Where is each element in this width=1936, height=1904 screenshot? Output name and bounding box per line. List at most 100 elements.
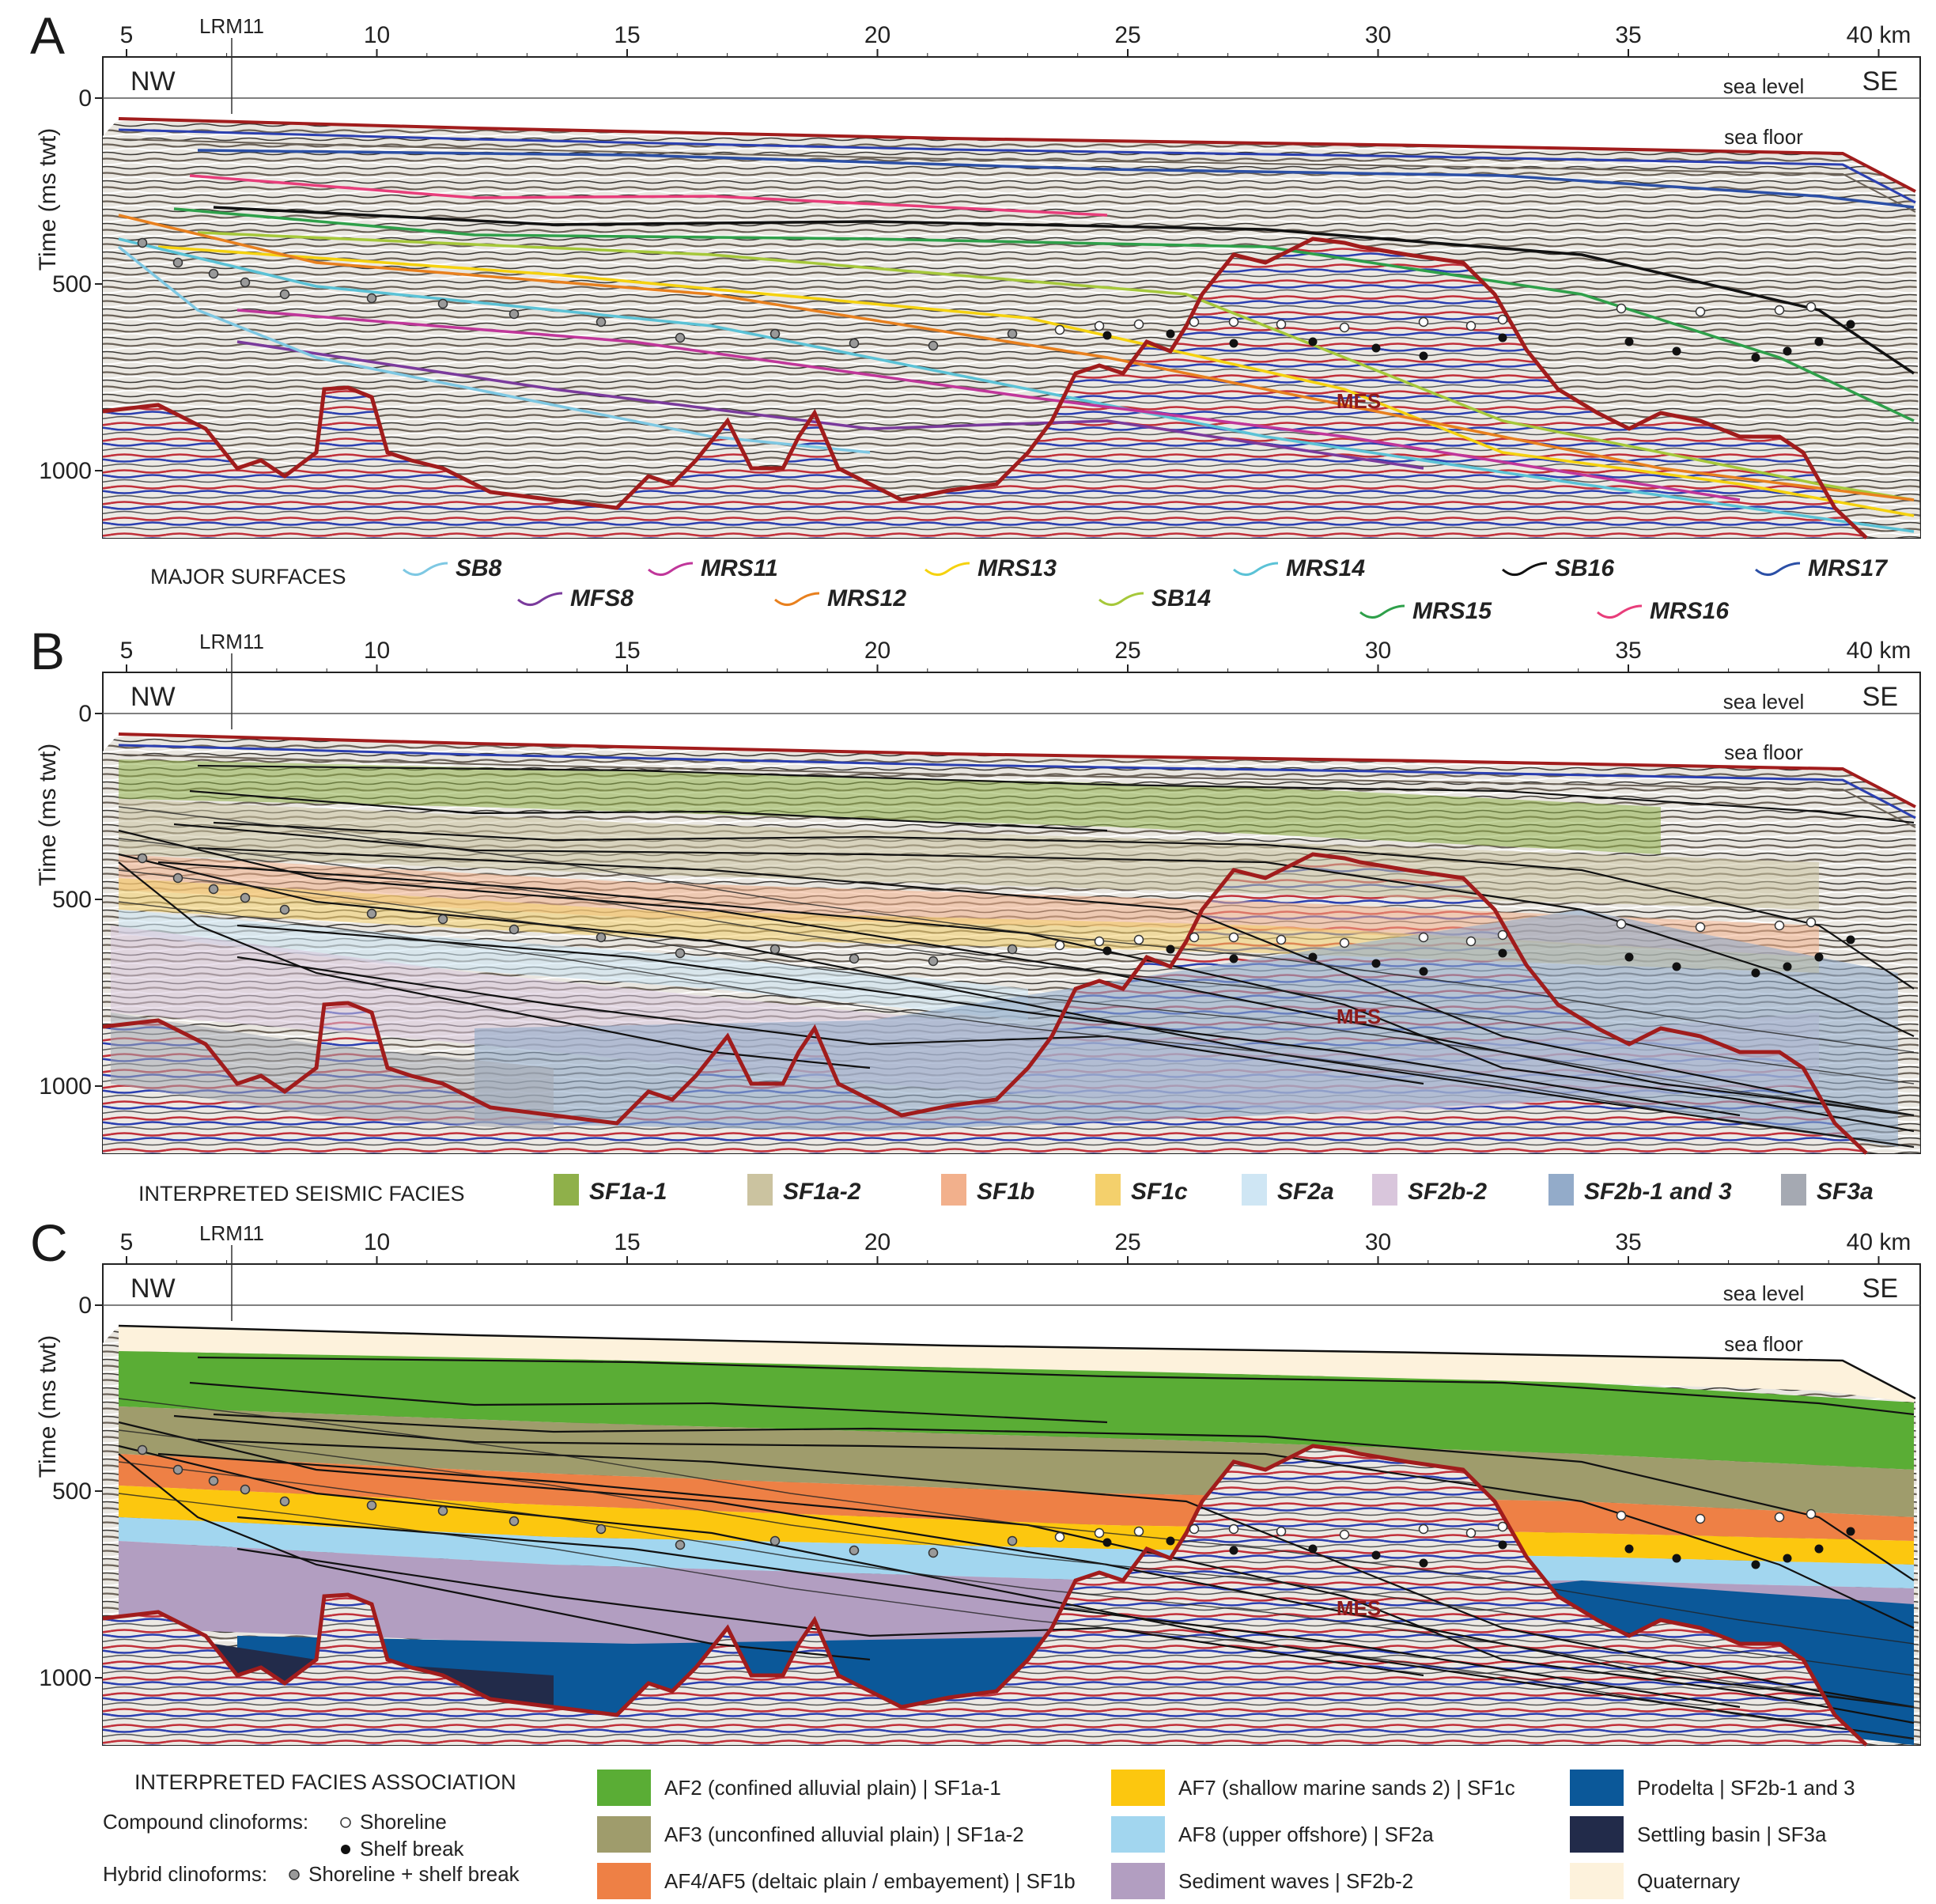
y-tick-label: 1000	[39, 1073, 92, 1100]
facies-band	[119, 759, 1661, 854]
shoreline-marker	[1007, 1535, 1018, 1546]
surface-line	[213, 206, 1915, 375]
compound-label: Compound clinoforms:	[103, 1810, 308, 1834]
shoreline-marker	[208, 1475, 219, 1486]
hybrid-label: Hybrid clinoforms:	[103, 1862, 267, 1886]
surface-line	[197, 149, 1915, 209]
x-tick-label: 25	[1114, 638, 1140, 664]
mes-surface	[102, 1444, 1868, 1747]
shelf-break-marker	[1783, 346, 1792, 356]
facies-band	[111, 1013, 554, 1131]
facies-swatch	[1372, 1174, 1397, 1206]
shoreline-marker	[596, 932, 607, 943]
shelf-break-marker	[1783, 1554, 1792, 1563]
shelf-break-marker	[1229, 339, 1238, 348]
shoreline-marker	[1616, 303, 1627, 314]
assoc-name: Prodelta | SF2b-1 and 3	[1637, 1776, 1855, 1800]
facies-name: SF1c	[1131, 1179, 1188, 1205]
panel-letter: C	[30, 1213, 68, 1272]
shelf-break-marker	[1166, 329, 1175, 339]
shoreline-marker	[1497, 1521, 1508, 1532]
sea-floor-label: sea floor	[1724, 1332, 1803, 1356]
x-tick-label: 25	[1114, 1229, 1140, 1255]
surface-line	[189, 789, 1108, 832]
shoreline-marker	[1054, 940, 1065, 951]
shoreline-marker	[1806, 1508, 1817, 1520]
shoreline-marker	[1465, 320, 1477, 331]
shelf-break-marker	[1419, 351, 1428, 361]
y-tick-label: 1000	[39, 458, 92, 484]
facies-band	[475, 910, 1898, 1147]
nw-label: NW	[130, 1274, 176, 1304]
shoreline-marker	[437, 298, 448, 309]
x-tick-label: 5	[120, 638, 134, 664]
shoreline-marker	[1339, 937, 1350, 948]
facies-name: SF3a	[1817, 1179, 1874, 1205]
assoc-swatch	[1570, 1770, 1624, 1806]
assoc-swatch	[1111, 1770, 1165, 1806]
shelf-break-marker	[1308, 952, 1318, 962]
shoreline-legend-icon	[340, 1817, 351, 1828]
well-lrm11-label: LRM11	[199, 1221, 264, 1245]
shelf-break-label: Shelf break	[360, 1837, 465, 1860]
shelf-break-marker	[1751, 353, 1760, 362]
shoreline-marker	[1094, 1527, 1105, 1539]
shoreline-marker	[1276, 1526, 1287, 1537]
surface-line	[236, 1547, 1424, 1677]
x-tick-label: 20	[864, 638, 890, 664]
legend-major-surfaces: MAJOR SURFACES SB8 MRS11 MRS13 MRS14 SB16 MRS1…	[150, 555, 1888, 624]
shoreline-marker	[1133, 1526, 1144, 1537]
shelf-break-marker	[1102, 1538, 1112, 1547]
x-tick-label: 40 km	[1847, 22, 1911, 48]
shoreline-marker	[1465, 936, 1477, 947]
panel-a: 5 10 15 20 25 30 35 40 km LRM11 0 500 1000 Time (ms …	[30, 6, 1921, 539]
surface-swatch	[403, 562, 448, 576]
shoreline-marker	[1228, 1524, 1239, 1535]
surface-line	[118, 1444, 1915, 1740]
surface-name: MRS13	[977, 555, 1057, 581]
assoc-name: Settling basin | SF3a	[1637, 1823, 1827, 1846]
shoreline-marker	[437, 1505, 448, 1516]
surface-swatch	[1233, 562, 1279, 576]
assoc-swatch	[1111, 1816, 1165, 1853]
assoc-swatch	[597, 1770, 651, 1806]
surface-name: SB16	[1555, 555, 1614, 581]
facies-band	[119, 910, 1028, 1020]
shelf-break-marker	[1102, 331, 1112, 340]
shoreline-marker	[1497, 929, 1508, 941]
shoreline-marker	[1054, 324, 1065, 335]
shelf-break-marker	[1419, 1558, 1428, 1568]
shoreline-marker	[279, 904, 290, 915]
shoreline-marker	[1094, 936, 1105, 947]
shoreline-marker	[928, 956, 939, 967]
surface-line	[157, 861, 1915, 1133]
y-tick-label: 500	[52, 1478, 92, 1505]
surface-name: SB14	[1151, 585, 1211, 611]
x-tick-label: 5	[120, 1229, 134, 1255]
reflector-blue	[118, 744, 1916, 820]
x-tick-label: 20	[864, 1229, 890, 1255]
facies-swatch	[1781, 1174, 1806, 1206]
x-tick-label: 40 km	[1847, 1229, 1911, 1255]
surface-line	[213, 1413, 1915, 1581]
surface-name: MRS12	[827, 585, 906, 611]
clinoform-line	[118, 1398, 1915, 1645]
surface-swatch	[925, 562, 970, 576]
clinoform-line	[118, 806, 1915, 1053]
shoreline-marker	[1276, 319, 1287, 330]
shoreline-shelf-legend-icon	[289, 1869, 300, 1880]
shoreline-marker	[769, 944, 781, 955]
shelf-break-marker	[1846, 320, 1855, 329]
mes-label: MES	[1337, 1596, 1381, 1620]
shoreline-marker	[675, 332, 686, 343]
facies-swatch	[1548, 1174, 1574, 1206]
surface-swatch	[517, 592, 563, 606]
shoreline-marker	[1133, 319, 1144, 330]
surface-line	[173, 207, 1915, 422]
shoreline-marker	[596, 316, 607, 327]
clinoform-line	[118, 1461, 1915, 1708]
shelf-break-marker	[1371, 959, 1381, 968]
shoreline-label: Shoreline	[360, 1810, 447, 1834]
facies-name: SF2b-2	[1408, 1179, 1487, 1205]
facies-association-band	[119, 1541, 1914, 1675]
